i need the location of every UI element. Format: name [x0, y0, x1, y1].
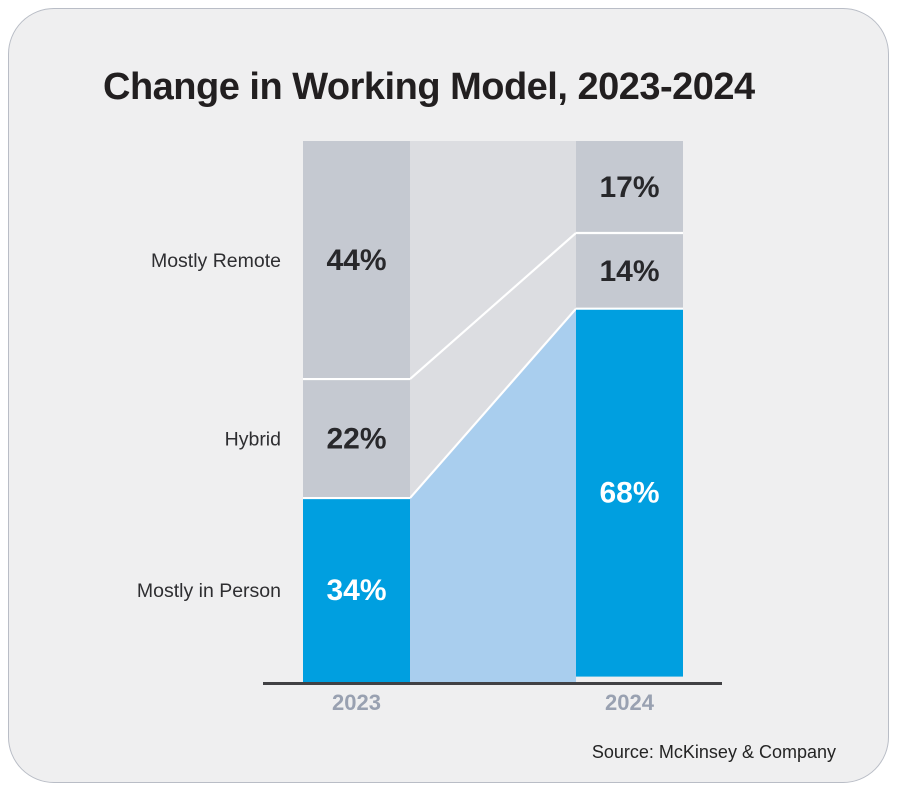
value-label-2023-mostly-remote: 44% [326, 244, 386, 277]
year-label-2023: 2023 [332, 690, 381, 715]
bar-2023-mostly-in-person [303, 498, 410, 682]
category-label-hybrid: Hybrid [225, 429, 281, 451]
flow-remote-hybrid [410, 141, 576, 499]
year-label-2024: 2024 [605, 690, 655, 715]
value-label-2023-mostly-in-person: 34% [326, 574, 386, 607]
flow-mostly-in-person [410, 308, 576, 682]
flow-separator-remote-hybrid [409, 232, 577, 380]
bar-2024-mostly-in-person [576, 308, 683, 677]
bar-2023-hybrid [303, 379, 410, 499]
category-label-mostly-remote: Mostly Remote [151, 250, 281, 272]
value-label-2024-mostly-in-person: 68% [599, 477, 659, 510]
source-attribution: Source: McKinsey & Company [591, 742, 836, 762]
value-label-2024-hybrid: 14% [599, 255, 659, 288]
value-label-2024-mostly-remote: 17% [599, 171, 659, 204]
bar-2024-mostly-remote [576, 141, 683, 233]
category-label-mostly-in-person: Mostly in Person [137, 580, 281, 602]
bar-2023-mostly-remote [303, 141, 410, 380]
value-label-2023-hybrid: 22% [326, 423, 386, 456]
flow-separator-hybrid-person [409, 307, 577, 499]
bar-2024-hybrid [576, 232, 683, 309]
chart-title: Change in Working Model, 2023-2024 [103, 66, 755, 108]
